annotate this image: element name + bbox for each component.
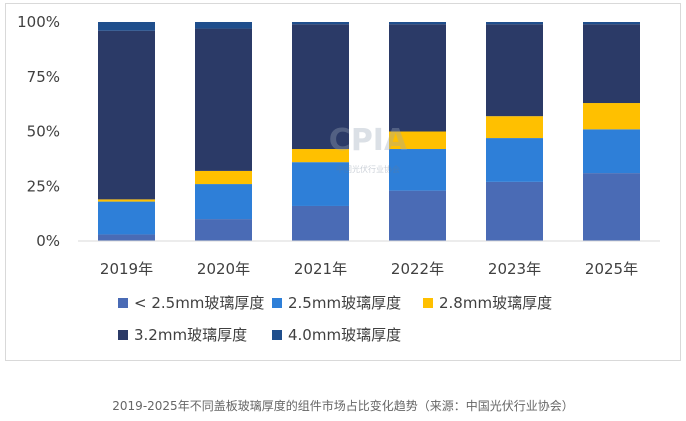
legend-label: 2.5mm玻璃厚度 [288, 294, 401, 312]
legend-label: 2.8mm玻璃厚度 [439, 294, 552, 312]
bar-segment-3-3 [292, 149, 349, 163]
bar-segment-1-5 [486, 181, 543, 241]
y-tick-label: 50% [27, 123, 60, 141]
x-tick-label: 2021年 [294, 260, 347, 278]
bar-segment-4-3 [292, 24, 349, 150]
watermark-main: CPIA [329, 123, 408, 158]
x-tick-label: 2019年 [100, 260, 153, 278]
bar-segment-2-6 [583, 129, 640, 174]
legend-swatch [118, 330, 128, 340]
y-tick-label: 100% [17, 13, 60, 31]
figure-caption: 2019-2025年不同盖板玻璃厚度的组件市场占比变化趋势（来源：中国光伏行业协… [112, 399, 574, 413]
bar-segment-1-3 [292, 205, 349, 241]
bar-segment-3-2 [195, 170, 252, 185]
y-tick-label: 75% [27, 68, 60, 86]
bar-segment-3-5 [486, 116, 543, 139]
legend: < 2.5mm玻璃厚度 2.5mm玻璃厚度 2.8mm玻璃厚度 3.2mm玻璃厚度 4.… [118, 294, 552, 344]
bar-segment-3-6 [583, 103, 640, 130]
bar-segment-4-1 [98, 30, 155, 200]
x-tick-label: 2023年 [488, 260, 541, 278]
legend-label: < 2.5mm玻璃厚度 [134, 294, 264, 312]
y-tick-label: 0% [36, 232, 60, 250]
bar-segment-5-5 [486, 22, 543, 25]
bar-segment-5-4 [389, 22, 446, 25]
x-tick-label: 2022年 [391, 260, 444, 278]
bar-segment-5-6 [583, 22, 640, 25]
bar-segment-5-1 [98, 22, 155, 31]
bar-segment-2-2 [195, 184, 252, 220]
watermark-sub: 中国光伏行业协会 [336, 164, 400, 174]
x-tick-label: 2025年 [585, 260, 638, 278]
legend-label: 4.0mm玻璃厚度 [288, 326, 401, 344]
cpia-watermark-logo: CPIA 中国光伏行业协会 [329, 123, 408, 174]
bar-segment-3-4 [389, 131, 446, 150]
bar-segment-2-3 [292, 162, 349, 206]
legend-swatch [423, 298, 433, 308]
y-tick-label: 25% [27, 177, 60, 195]
bar-segment-2-1 [98, 201, 155, 235]
legend-swatch [118, 298, 128, 308]
legend-label: 3.2mm玻璃厚度 [134, 326, 247, 344]
bar-segment-2-4 [389, 149, 446, 191]
bar-segment-3-1 [98, 199, 155, 202]
bar-segment-1-1 [98, 234, 155, 241]
legend-swatch [272, 330, 282, 340]
bar-segment-4-2 [195, 28, 252, 171]
y-axis: 0% 25% 50% 75% 100% [17, 13, 60, 250]
bar-segment-1-2 [195, 219, 252, 241]
bars [98, 22, 640, 241]
legend-swatch [272, 298, 282, 308]
bar-segment-2-5 [486, 138, 543, 182]
bar-segment-4-5 [486, 24, 543, 117]
bar-segment-5-3 [292, 22, 349, 25]
bar-segment-4-4 [389, 24, 446, 132]
x-tick-label: 2020年 [197, 260, 250, 278]
bar-segment-5-2 [195, 22, 252, 29]
bar-segment-4-6 [583, 24, 640, 104]
bar-segment-1-4 [389, 190, 446, 241]
x-axis: 2019年 2020年 2021年 2022年 2023年 2025年 [100, 260, 638, 278]
bar-segment-1-6 [583, 173, 640, 241]
